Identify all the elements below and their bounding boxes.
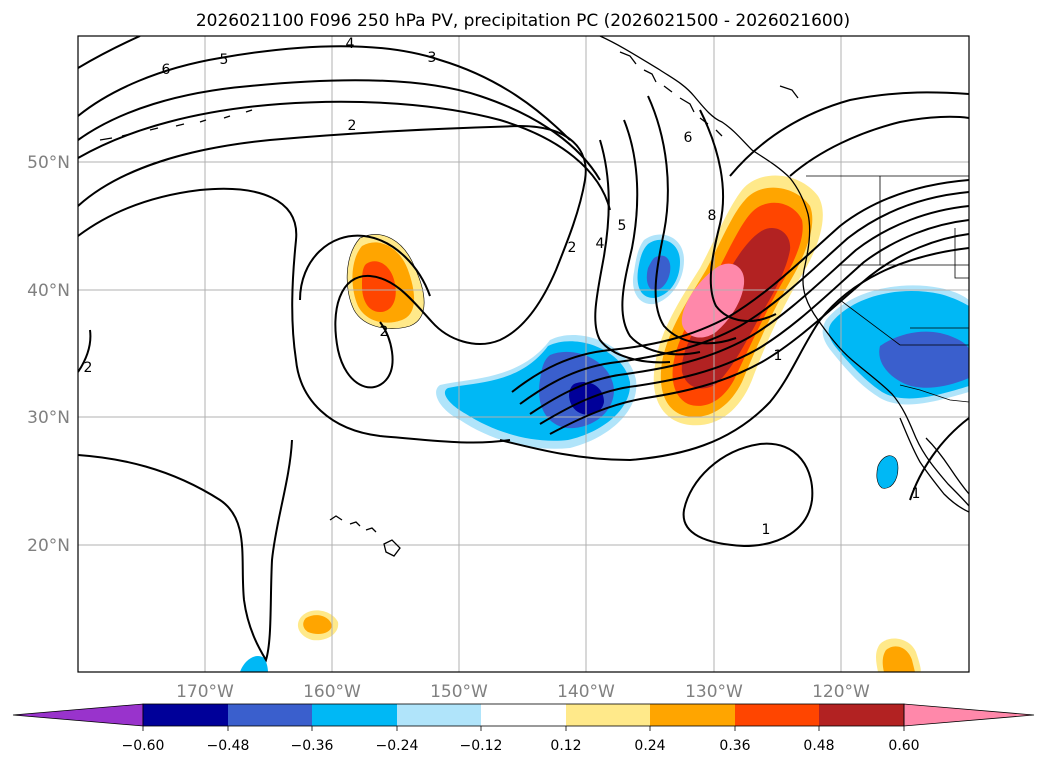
pv-contours: [78, 36, 969, 663]
contour-label: 2: [348, 118, 357, 134]
map-panel: 6 5 4 3 2 2 4 5 6 8 2 1 1 1 2: [78, 36, 969, 672]
positive-anomaly-main-vstrong: [681, 228, 791, 389]
coastlines: [99, 36, 969, 557]
negative-anomaly-north-strong: [646, 255, 671, 291]
colorbar-tick-label: 0.48: [803, 738, 834, 754]
pv-contour-5: [621, 119, 701, 356]
contour-label: 4: [596, 236, 605, 252]
colorbar-segment: [397, 704, 481, 726]
colorbar-tick-label: −0.48: [207, 738, 250, 754]
pv-contour-jet-2: [519, 191, 969, 405]
contour-label: 6: [684, 130, 693, 146]
pv-contour-north-jet-2: [789, 115, 969, 177]
alaska-bc-coast: [599, 36, 969, 507]
baja-coast: [899, 417, 969, 513]
contour-label: 2: [568, 240, 577, 256]
colorbar-extend-low: [12, 703, 144, 727]
contour-label: 3: [428, 50, 437, 66]
colorbar-segment: [566, 704, 650, 726]
positive-anomaly-se-mid: [882, 646, 915, 672]
contour-label: 5: [618, 218, 627, 234]
colorbar-segment: [650, 704, 735, 726]
colorbar-extend-high: [903, 703, 1035, 727]
western-state-borders: [839, 176, 969, 346]
colorbar-segment: [312, 704, 397, 726]
us-mexico-border: [899, 384, 969, 403]
colorbar-tick-label: 0.12: [550, 738, 581, 754]
colorbar: −0.60 −0.48 −0.36 −0.24 −0.12 0.12 0.24 …: [12, 703, 1035, 754]
pv-contour-4: [594, 139, 671, 364]
pv-contour-2-trough: [78, 124, 587, 389]
pv-contour-1-large: [78, 187, 511, 444]
colorbar-segment: [143, 704, 228, 726]
colorbar-tick-label: 0.24: [634, 738, 665, 754]
pv-contour-west-2: [78, 329, 92, 373]
latitude-labels: 50°N 40°N 30°N 20°N: [27, 153, 70, 556]
hawaii-islands: [329, 515, 401, 557]
pv-contour-tropic: [78, 439, 293, 663]
se-alaska-islands: [619, 51, 799, 137]
contour-label: 1: [912, 486, 921, 502]
colorbar-tick-label: −0.12: [460, 738, 503, 754]
lat-label-30n: 30°N: [27, 408, 70, 428]
pv-contour-1-se: [909, 417, 969, 501]
negative-anomaly-small-south: [240, 655, 268, 672]
pv-contour-2-loop: [299, 234, 431, 301]
pv-contour-jet-6: [499, 247, 969, 462]
colorbar-tick-label: 0.60: [888, 738, 919, 754]
colorbar-tick-label: −0.60: [122, 738, 165, 754]
pv-contour-north-jet: [729, 91, 969, 177]
colorbar-segment: [228, 704, 312, 726]
pv-contour-jet-5: [549, 233, 969, 435]
contour-label: 2: [380, 324, 389, 340]
pv-contour-high-lat-2: [78, 45, 571, 141]
colorbar-tick-label: −0.36: [291, 738, 334, 754]
lon-label-170w: 170°W: [176, 682, 234, 702]
contour-label: 2: [84, 360, 93, 376]
colorbar-segment: [735, 704, 819, 726]
colorbar-frame: [142, 703, 905, 727]
pv-contour-1-south: [682, 442, 814, 548]
positive-anomaly-west-strong: [362, 261, 396, 312]
pv-contour-jet-1: [511, 179, 969, 393]
lat-label-20n: 20°N: [27, 536, 70, 556]
longitude-labels: 170°W 160°W 150°W 140°W 130°W 120°W: [176, 682, 870, 702]
pv-contour-high-lat-1: [78, 36, 141, 69]
contour-label: 8: [708, 208, 717, 224]
pv-contour-8: [699, 109, 777, 322]
contour-label: 1: [762, 522, 771, 538]
lat-label-40n: 40°N: [27, 281, 70, 301]
negative-anomaly-small-east: [876, 455, 899, 489]
gulf-of-california-coast: [925, 437, 969, 495]
contour-label: 4: [346, 36, 355, 52]
positive-anomaly-south-mid: [303, 615, 332, 634]
lon-label-130w: 130°W: [685, 682, 743, 702]
lon-label-150w: 150°W: [430, 682, 488, 702]
figure-title: 2026021100 F096 250 hPa PV, precipitatio…: [196, 11, 850, 31]
lon-label-160w: 160°W: [303, 682, 361, 702]
lon-label-140w: 140°W: [557, 682, 615, 702]
contour-labels: 6 5 4 3 2 2 4 5 6 8 2 1 1 1 2: [84, 36, 921, 538]
colorbar-segment: [481, 704, 566, 726]
lat-label-50n: 50°N: [27, 153, 70, 173]
colorbar-segment: [819, 704, 904, 726]
lon-label-120w: 120°W: [812, 682, 870, 702]
contour-label: 5: [220, 52, 229, 68]
map-frame: [77, 35, 970, 673]
negative-anomaly-east-strong: [879, 331, 969, 388]
contour-label: 1: [774, 348, 783, 364]
colorbar-ticks: [142, 726, 905, 731]
pv-contour-jet-4: [539, 219, 969, 425]
pv-contour-high-lat-4: [78, 100, 611, 211]
colorbar-tick-label: −0.24: [376, 738, 419, 754]
colorbar-tick-label: 0.36: [719, 738, 750, 754]
pv-contour-jet-3: [529, 205, 969, 415]
contour-label: 6: [162, 62, 171, 78]
pv-contour-6: [647, 95, 737, 345]
